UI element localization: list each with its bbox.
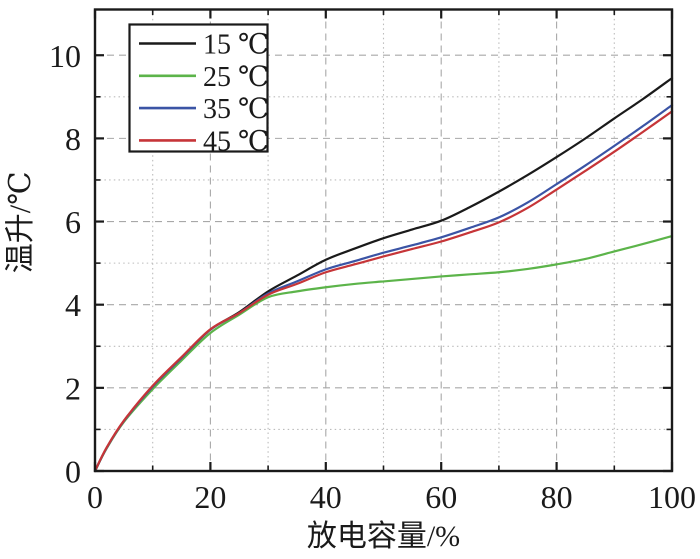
y-tick-label: 10 (49, 38, 81, 74)
y-tick-label: 2 (65, 370, 81, 406)
legend-item: 25 ℃ (139, 62, 269, 93)
x-tick-label: 100 (648, 479, 696, 515)
legend-label: 25 ℃ (203, 62, 269, 93)
series-curves (93, 77, 674, 473)
legend-box (128, 23, 269, 153)
legend-item: 45 ℃ (139, 126, 269, 157)
x-tick-label: 80 (541, 479, 573, 515)
legend-label: 35 ℃ (203, 94, 269, 125)
y-tick-label: 8 (65, 121, 81, 157)
legend: 15 ℃25 ℃35 ℃45 ℃ (128, 23, 269, 157)
legend-item: 15 ℃ (139, 30, 269, 61)
major-gridlines (95, 9, 672, 471)
legend-label: 15 ℃ (203, 30, 269, 61)
x-axis-title: 放电容量/% (307, 520, 460, 553)
series-line-45-c (93, 110, 674, 473)
legend-label: 45 ℃ (203, 126, 269, 157)
x-tick-label: 20 (194, 479, 226, 515)
x-tick-label: 60 (425, 479, 457, 515)
y-tick-label: 0 (65, 454, 81, 490)
x-tick-label: 0 (87, 479, 103, 515)
y-axis-title: 温升/℃ (4, 171, 37, 273)
tick-labels: 0 20 40 60 80 100 0 2 4 6 8 10 (49, 38, 696, 515)
y-tick-label: 4 (65, 287, 81, 323)
y-tick-label: 6 (65, 204, 81, 240)
minor-gridlines (95, 9, 672, 471)
axis-ticks (93, 9, 674, 473)
series-line-25-c (93, 234, 674, 473)
x-tick-label: 40 (310, 479, 342, 515)
legend-item: 35 ℃ (139, 94, 269, 125)
